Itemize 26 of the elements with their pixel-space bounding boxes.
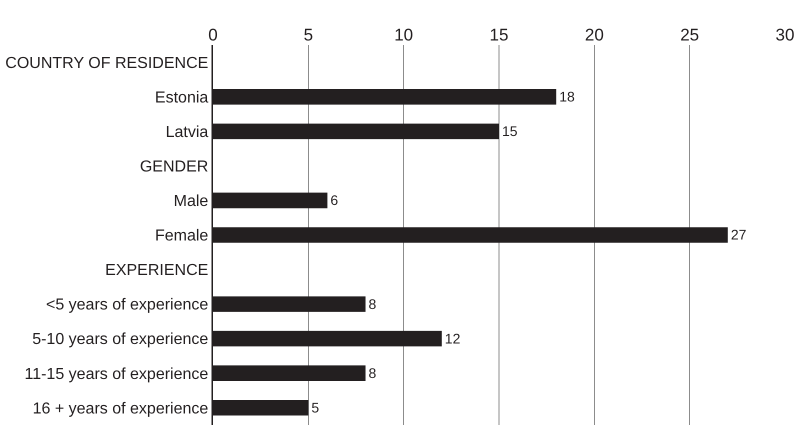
data-label: 18 (559, 88, 575, 104)
y-tick-label: 11-15 years of experience (24, 366, 208, 383)
x-tick-label: 0 (208, 26, 218, 45)
y-tick-label: Male (174, 193, 208, 210)
y-tick-label: Estonia (154, 89, 208, 106)
x-tick-label: 25 (680, 26, 700, 45)
x-tick-label: 5 (304, 26, 314, 45)
x-tick-label: 15 (490, 26, 508, 45)
x-tick-label: 30 (776, 26, 794, 45)
data-label: 8 (368, 296, 377, 312)
data-label: 5 (311, 399, 320, 416)
y-tick-label: GENDER (140, 158, 208, 176)
y-tick-label: Latvia (166, 124, 208, 141)
data-label: 8 (368, 364, 377, 381)
x-tick-label: 20 (584, 26, 604, 45)
y-tick-label: <5 years of experience (46, 296, 208, 314)
y-tick-label: 5-10 years of experience (32, 331, 208, 348)
data-label: 27 (730, 226, 747, 243)
x-tick-label: 10 (394, 26, 414, 45)
data-label: 6 (330, 192, 338, 208)
data-label: 12 (444, 330, 461, 346)
y-tick-label: EXPERIENCE (105, 262, 208, 280)
y-tick-label: 16 + years of experience (32, 400, 208, 418)
y-tick-label: COUNTRY OF RESIDENCE (5, 54, 208, 72)
y-tick-label: Female (154, 228, 208, 245)
data-label: 15 (502, 123, 518, 140)
